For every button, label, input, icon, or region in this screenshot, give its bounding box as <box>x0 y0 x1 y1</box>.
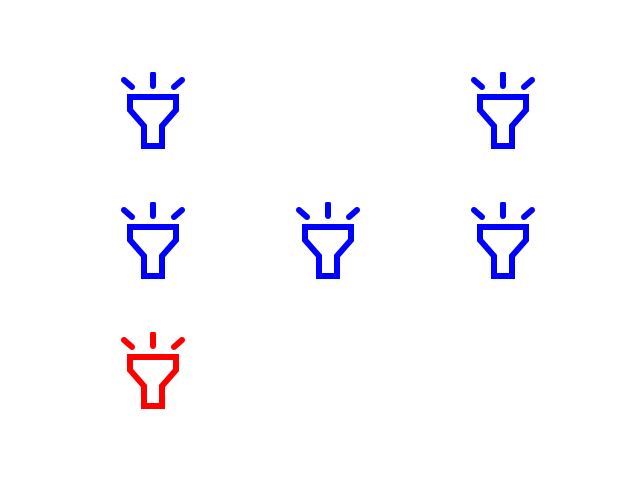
ray-right <box>171 207 185 220</box>
flashlight-icon-6[interactable] <box>118 332 188 412</box>
ray-left <box>296 207 310 220</box>
ray-right <box>171 337 185 350</box>
flashlight-icon <box>121 72 185 149</box>
ray-right <box>521 77 535 90</box>
flashlight-body <box>477 224 529 279</box>
flashlight-icon <box>471 72 535 149</box>
flashlight-icon <box>121 202 185 279</box>
flashlight-icon-5[interactable] <box>468 202 538 282</box>
flashlight-body <box>302 224 354 279</box>
flashlight-icon-4[interactable] <box>293 202 363 282</box>
flashlight-icon <box>121 332 185 409</box>
flashlight-icon <box>296 202 360 279</box>
ray-left <box>471 77 485 90</box>
ray-left <box>121 207 135 220</box>
ray-left <box>121 77 135 90</box>
flashlight-icon-2[interactable] <box>468 72 538 152</box>
flashlight-icon-1[interactable] <box>118 72 188 152</box>
flashlight-body <box>477 94 529 149</box>
flashlight-body <box>127 94 179 149</box>
flashlight-icon <box>471 202 535 279</box>
flashlight-body <box>127 354 179 409</box>
flashlight-body <box>127 224 179 279</box>
flashlight-icon-3[interactable] <box>118 202 188 282</box>
ray-left <box>471 207 485 220</box>
ray-right <box>521 207 535 220</box>
ray-right <box>171 77 185 90</box>
ray-left <box>121 337 135 350</box>
ray-right <box>346 207 360 220</box>
